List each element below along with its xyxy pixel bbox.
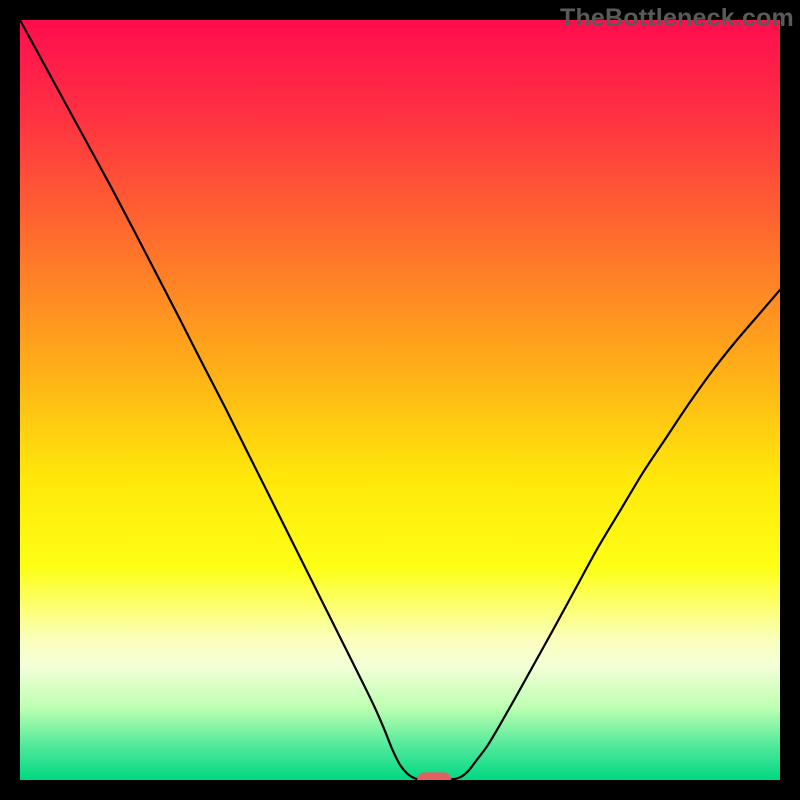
- watermark-text: TheBottleneck.com: [560, 4, 794, 33]
- plot-background-gradient: [20, 20, 780, 780]
- chart-container: TheBottleneck.com: [0, 0, 800, 800]
- bottleneck-chart: [0, 0, 800, 800]
